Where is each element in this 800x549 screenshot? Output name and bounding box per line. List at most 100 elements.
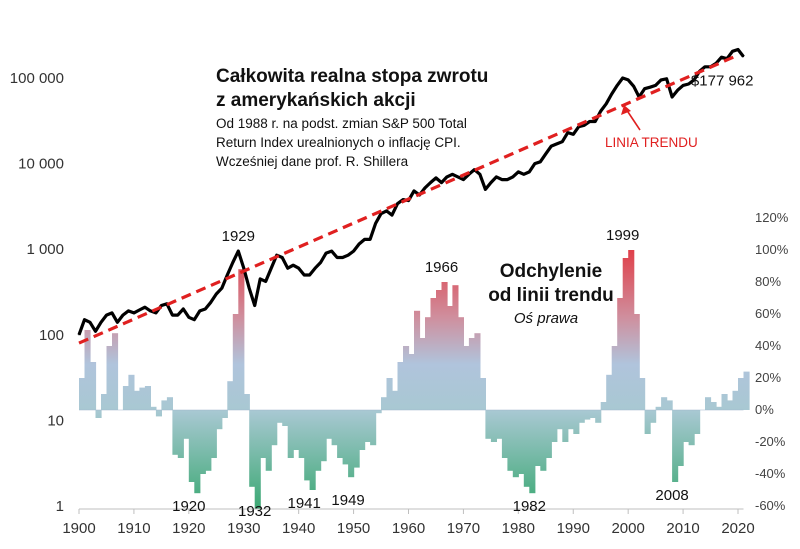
y-left-tick-label-100-000: 100 000 xyxy=(10,70,64,87)
real-return-point-1968 xyxy=(451,173,453,175)
y-left-tick-label-100: 100 xyxy=(39,327,64,344)
deviation-bar-1934 xyxy=(265,410,272,471)
deviation-bar-1971 xyxy=(468,338,475,410)
deviation-bar-1929 xyxy=(238,269,245,410)
real-return-point-1909 xyxy=(127,310,129,312)
trend-label-block: LINIA TRENDU xyxy=(605,105,698,150)
deviation-bar-1940 xyxy=(298,410,305,458)
deviation-bar-1950 xyxy=(353,410,360,468)
real-return-point-1929 xyxy=(237,250,239,252)
real-return-point-1961 xyxy=(413,190,415,192)
deviation-title-block: Odchylenie od linii trendu Oś prawa xyxy=(488,261,614,327)
deviation-bar-1910 xyxy=(133,390,140,410)
deviation-bar-1903 xyxy=(95,410,102,418)
x-tick-label-1950: 1950 xyxy=(337,520,370,537)
real-return-point-2011 xyxy=(688,83,690,85)
deviation-bar-1973 xyxy=(479,378,486,410)
deviation-bar-1917 xyxy=(172,410,179,455)
deviation-bar-1982 xyxy=(529,410,536,494)
chart-title-line2: z amerykańskich akcji xyxy=(216,90,416,111)
y-right-tick-label-0: 0% xyxy=(755,402,774,417)
real-return-point-1966 xyxy=(440,182,443,184)
deviation-bar-1936 xyxy=(276,410,283,423)
deviation-bar-1993 xyxy=(589,410,596,418)
deviation-bar-2004 xyxy=(650,410,657,423)
deviation-bar-1951 xyxy=(359,410,366,450)
real-return-point-1986 xyxy=(550,145,552,147)
real-return-point-1958 xyxy=(396,203,399,205)
real-return-point-2010 xyxy=(682,84,684,86)
real-return-point-1963 xyxy=(424,187,426,189)
real-return-point-2000 xyxy=(627,79,629,81)
real-return-point-1918 xyxy=(177,314,179,316)
real-return-point-1904 xyxy=(100,321,102,323)
real-return-point-1942 xyxy=(309,274,311,276)
deviation-bar-1958 xyxy=(397,362,404,410)
y-right-tick-label-40: -40% xyxy=(755,466,786,481)
real-return-point-1956 xyxy=(385,210,388,212)
real-return-line xyxy=(77,47,745,336)
deviation-bar-2008 xyxy=(672,410,679,482)
deviation-bar-1935 xyxy=(271,410,278,446)
real-return-point-1902 xyxy=(89,321,91,323)
deviation-bar-2012 xyxy=(694,410,701,434)
x-tick-label-1990: 1990 xyxy=(557,520,590,537)
real-return-point-1952 xyxy=(364,238,366,240)
y-right-tick-label-120: 120% xyxy=(755,210,789,225)
annotation-1932: 1932 xyxy=(238,503,271,520)
deviation-bar-1926 xyxy=(221,410,228,418)
deviation-bar-1999 xyxy=(622,258,629,410)
x-tick-label-1940: 1940 xyxy=(282,520,315,537)
deviation-bar-1955 xyxy=(381,397,388,410)
deviation-bar-1985 xyxy=(545,410,552,458)
real-return-point-1957 xyxy=(391,214,393,216)
real-return-point-2005 xyxy=(655,84,657,86)
deviation-bar-1913 xyxy=(150,406,157,410)
deviation-bar-2005 xyxy=(655,406,662,410)
deviation-bar-1945 xyxy=(326,410,333,439)
chart-description-line1: Od 1988 r. na podst. zmian S&P 500 Total xyxy=(216,116,467,131)
real-return-point-2014 xyxy=(704,66,706,68)
deviation-subtitle: Oś prawa xyxy=(514,310,578,327)
real-return-point-1978 xyxy=(506,179,508,181)
deviation-bar-2003 xyxy=(644,410,651,434)
deviation-bar-1956 xyxy=(386,378,393,410)
deviation-bar-1998 xyxy=(617,298,624,410)
real-return-point-1988 xyxy=(561,141,563,143)
deviation-bar-1923 xyxy=(205,410,212,471)
deviation-bar-1989 xyxy=(567,410,574,430)
real-return-point-1947 xyxy=(336,256,338,259)
deviation-bar-1980 xyxy=(518,410,525,474)
real-return-point-1989 xyxy=(567,132,569,134)
real-return-point-1935 xyxy=(270,267,272,269)
deviation-bar-1933 xyxy=(260,410,267,458)
deviation-bar-2019 xyxy=(732,390,739,410)
real-return-point-2009 xyxy=(677,89,679,91)
deviation-bar-2014 xyxy=(705,397,712,410)
annotation-177-962: $177 962 xyxy=(691,73,754,90)
real-return-point-1976 xyxy=(495,176,497,178)
deviation-bar-1994 xyxy=(595,410,602,423)
real-return-point-1933 xyxy=(259,278,261,280)
real-return-point-1901 xyxy=(83,319,86,321)
real-return-point-1945 xyxy=(325,252,327,254)
real-return-point-2017 xyxy=(720,56,723,58)
real-return-point-1930 xyxy=(243,267,245,269)
real-return-point-1910 xyxy=(133,312,135,314)
deviation-bar-1920 xyxy=(188,410,195,482)
deviation-bar-1914 xyxy=(155,410,162,417)
deviation-bar-1966 xyxy=(441,282,448,410)
real-return-point-1995 xyxy=(600,110,602,112)
real-return-point-1940 xyxy=(298,267,300,269)
real-return-point-1903 xyxy=(94,330,97,332)
real-return-point-1900 xyxy=(78,334,80,336)
real-return-point-1923 xyxy=(204,308,206,310)
real-return-point-2007 xyxy=(666,78,668,80)
deviation-bar-1974 xyxy=(485,410,492,439)
real-return-point-2020 xyxy=(737,48,739,51)
real-return-point-1955 xyxy=(380,213,382,215)
deviation-title: Odchylenie xyxy=(500,261,602,282)
real-return-point-1944 xyxy=(320,261,322,264)
real-return-point-1905 xyxy=(105,314,108,316)
real-return-point-1911 xyxy=(138,309,140,311)
